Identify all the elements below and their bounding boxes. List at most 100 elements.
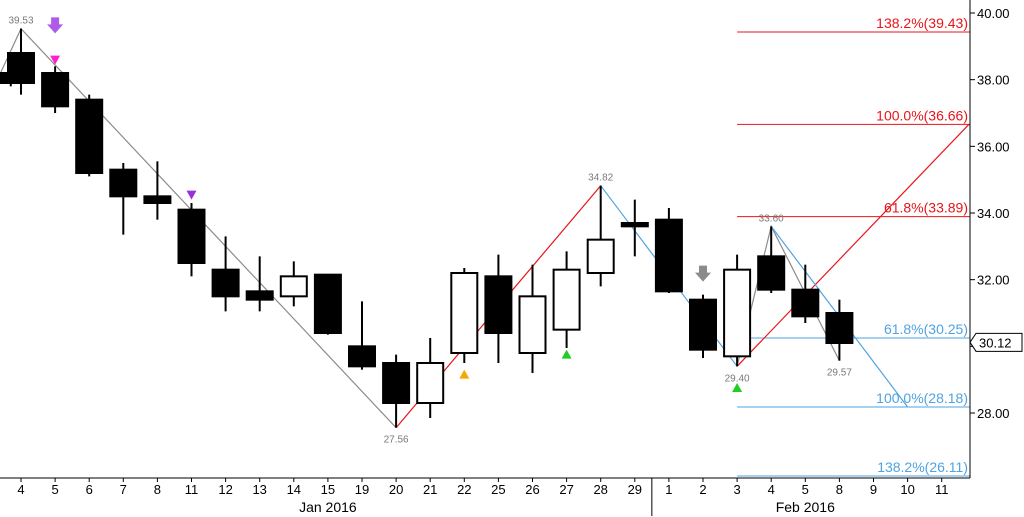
x-tick-label: 28 [593, 482, 607, 497]
x-tick-label: 22 [457, 482, 471, 497]
x-tick-label: 11 [185, 482, 199, 497]
y-tick-label: 28.00 [977, 406, 1010, 421]
x-tick-label: 12 [218, 482, 232, 497]
x-tick-label: 10 [900, 482, 914, 497]
candle [177, 203, 206, 277]
candle [416, 338, 445, 418]
swing-label: 34.82 [588, 173, 613, 184]
x-tick-label: 20 [389, 482, 403, 497]
candle [825, 299, 854, 361]
month-label: Jan 2016 [299, 499, 357, 515]
x-tick-label: 5 [802, 482, 809, 497]
candle [211, 236, 240, 312]
candle-body [689, 298, 717, 351]
x-tick-label: 15 [321, 482, 335, 497]
candle [654, 208, 683, 293]
candle-body [382, 362, 411, 404]
x-tick-label: 7 [120, 482, 127, 497]
swing-label: 27.56 [384, 435, 409, 446]
month-label: Feb 2016 [776, 499, 835, 515]
candle [382, 354, 411, 428]
x-tick-label: 8 [836, 482, 843, 497]
candle-body [484, 275, 513, 335]
candle [109, 163, 138, 235]
candle-body [757, 255, 786, 291]
arrow-down-marker [695, 265, 711, 282]
candle [723, 254, 752, 367]
swing-label: 39.53 [8, 16, 33, 27]
candle-body [825, 312, 854, 344]
candle [143, 161, 172, 220]
x-tick-label: 14 [287, 482, 301, 497]
x-tick-label: 4 [768, 482, 775, 497]
candle [7, 28, 35, 95]
y-tick-label: 38.00 [977, 73, 1010, 88]
x-tick-label: 5 [51, 482, 58, 497]
y-tick-label: 40.00 [977, 6, 1010, 21]
candle-body [109, 168, 138, 198]
triangle-down-marker [186, 190, 197, 200]
candle [245, 256, 274, 312]
arrow-down-marker [47, 17, 64, 34]
candle-body [348, 345, 376, 368]
x-tick-label: 2 [699, 482, 706, 497]
x-tick-label: 19 [355, 482, 369, 497]
candle-body [552, 268, 581, 331]
candle [75, 94, 104, 177]
swing-label: 29.57 [827, 368, 852, 379]
x-tick-label: 27 [559, 482, 573, 497]
last-price-tag [969, 332, 1023, 352]
x-tick-label: 3 [733, 482, 740, 497]
candle-body [41, 72, 70, 108]
candle [484, 254, 513, 363]
y-tick-label: 34.00 [977, 206, 1010, 221]
triangle-down-marker [50, 55, 61, 65]
candle-body [313, 273, 342, 334]
candle [757, 226, 786, 293]
candle-body [518, 295, 547, 355]
triangle-up-marker [459, 369, 470, 379]
candle-body [211, 268, 240, 298]
candle [450, 268, 479, 363]
candle-body [7, 52, 35, 84]
x-tick-label: 25 [491, 482, 505, 497]
fib-level-label: 138.2%(39.43) [876, 15, 968, 31]
x-tick-label: 11 [935, 482, 949, 497]
fib-level-label: 138.2%(26.11) [877, 459, 968, 475]
candle [279, 261, 308, 307]
x-tick-label: 6 [86, 482, 93, 497]
candle-body [654, 218, 683, 293]
swing-label: 29.40 [725, 373, 750, 384]
x-tick-label: 26 [525, 482, 539, 497]
x-tick-label: 1 [665, 482, 672, 497]
y-tick-label: 36.00 [977, 139, 1010, 154]
x-tick-label: 4 [17, 482, 24, 497]
x-tick-label: 9 [870, 482, 877, 497]
x-tick-label: 13 [252, 482, 266, 497]
swing-label: 33.60 [759, 213, 784, 224]
triangle-up-marker [561, 349, 572, 359]
candle-body [723, 268, 752, 358]
fib-level-label: 61.8%(30.25) [884, 321, 968, 337]
candle [41, 66, 70, 113]
fib-level-label: 100.0%(28.18) [876, 390, 968, 406]
x-tick-label: 8 [154, 482, 161, 497]
candle-body [416, 362, 445, 404]
candle [552, 251, 581, 348]
candle [620, 199, 649, 257]
y-tick-label: 32.00 [977, 273, 1010, 288]
candle [586, 185, 615, 287]
candle-body [586, 238, 615, 275]
candle-body [279, 275, 308, 298]
candle [518, 264, 547, 373]
candle-body [75, 98, 104, 174]
last-price-label: 30.12 [979, 335, 1012, 350]
candle-body [791, 288, 820, 318]
candle [791, 264, 820, 323]
candle-body [143, 195, 172, 204]
x-tick-label: 21 [423, 482, 437, 497]
x-tick-label: 29 [628, 482, 642, 497]
candle-body [177, 208, 206, 265]
